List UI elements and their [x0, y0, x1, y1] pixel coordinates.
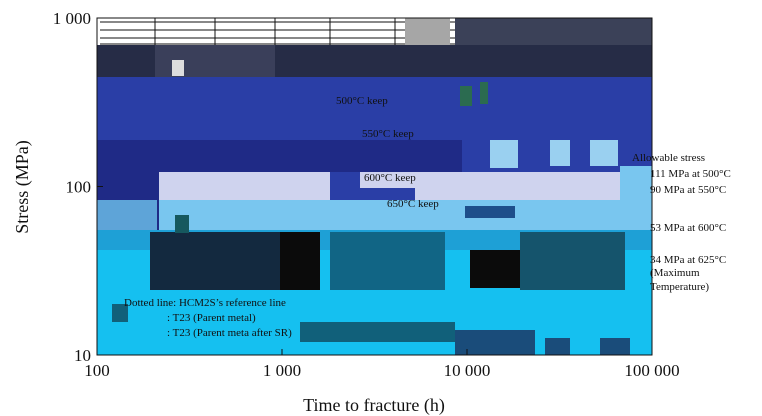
label-111mpa-500c: 111 MPa at 500°C: [650, 168, 731, 180]
x-tick-label: 1 000: [263, 361, 301, 380]
y-tick-label: 10: [74, 346, 91, 365]
label-53mpa-600c: 53 MPa at 600°C: [650, 222, 726, 234]
x-axis-label: Time to fracture (h): [303, 395, 445, 416]
y-axis-ticks: 10 100 1 000: [53, 9, 103, 365]
label-34mpa-625c: 34 MPa at 625°C: [650, 254, 726, 266]
legend-t23-parent-after-sr: : T23 (Parent meta after SR): [167, 327, 292, 339]
x-axis-ticks: 100 1 000 10 000 100 000: [84, 349, 680, 380]
label-650c-keep: 650°C keep: [387, 198, 439, 210]
top-gray-block: [405, 18, 450, 45]
label-allowable-stress: Allowable stress: [632, 152, 705, 164]
top-dark-block: [455, 18, 652, 45]
x-tick-label: 10 000: [444, 361, 491, 380]
x-tick-label: 100: [84, 361, 110, 380]
label-550c-keep: 550°C keep: [362, 128, 414, 140]
y-tick-label: 100: [66, 178, 92, 197]
noise-blocks: [97, 45, 652, 355]
plot-area: [96, 17, 653, 356]
label-600c-keep: 600°C keep: [364, 172, 416, 184]
band-light-blue: [97, 200, 652, 230]
x-tick-label: 100 000: [624, 361, 679, 380]
y-axis-label: Stress (MPa): [12, 140, 33, 234]
label-temperature: Temperature): [650, 281, 709, 293]
top-grid-lines: [100, 18, 455, 45]
label-90mpa-550c: 90 MPa at 550°C: [650, 184, 726, 196]
legend-t23-parent-metal: : T23 (Parent metal): [167, 312, 256, 324]
annotations: 500°C keep 550°C keep 600°C keep 650°C k…: [124, 95, 731, 339]
legend-dotted-line: Dotted line: HCM2S’s reference line: [124, 297, 286, 309]
label-maximum: (Maximum: [650, 267, 700, 279]
y-tick-label: 1 000: [53, 9, 91, 28]
label-500c-keep: 500°C keep: [336, 95, 388, 107]
